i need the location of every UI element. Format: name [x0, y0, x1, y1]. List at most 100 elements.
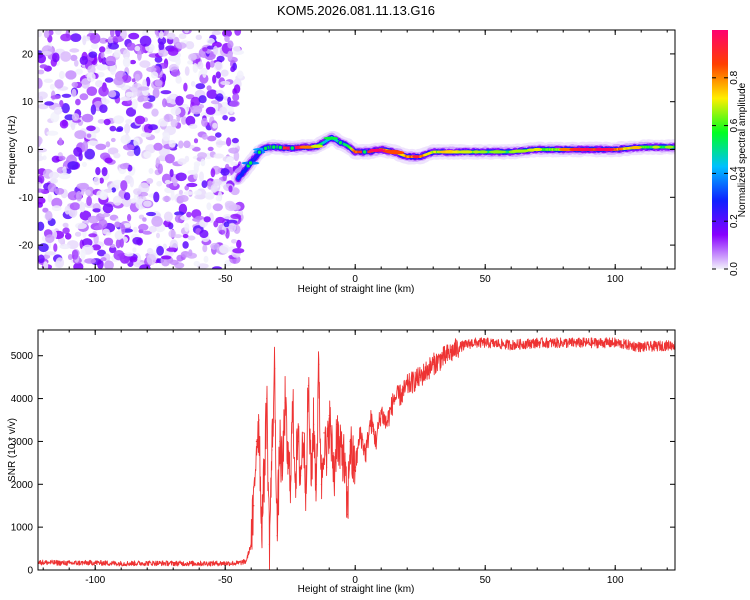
- heatmap-cell: [222, 30, 232, 38]
- heatmap-cell: [62, 227, 70, 234]
- heatmap-cell: [163, 113, 174, 122]
- heatmap-cell: [60, 51, 72, 62]
- heatmap-cell: [42, 207, 49, 213]
- heatmap-cell: [184, 66, 190, 76]
- heatmap-cell: [64, 205, 71, 215]
- snr-point: [341, 445, 343, 447]
- heatmap-cell: [133, 137, 140, 148]
- heatmap-cell: [168, 139, 176, 148]
- snr-point: [328, 415, 330, 417]
- heatmap-cell: [65, 70, 77, 80]
- heatmap-cell: [88, 233, 98, 238]
- heatmap-cell: [194, 190, 202, 196]
- heatmap-cell: [54, 187, 65, 195]
- heatmap-cell: [38, 77, 43, 89]
- heatmap-cell: [129, 59, 136, 65]
- heatmap-cell: [183, 191, 194, 196]
- heatmap-cell: [38, 69, 45, 75]
- heatmap-cell: [204, 192, 215, 199]
- snr-xtick-label: 0: [352, 575, 358, 586]
- snr-point: [510, 344, 512, 346]
- heatmap-cell: [120, 30, 127, 40]
- heatmap-cell: [109, 64, 117, 75]
- snr-ytick-label: 2000: [11, 480, 34, 491]
- heatmap-cell: [38, 254, 45, 264]
- heatmap-cell: [75, 98, 81, 106]
- heatmap-cell: [75, 222, 87, 229]
- snr-point: [266, 398, 268, 400]
- heatmap-cell: [197, 152, 208, 159]
- heatmap-cell: [190, 81, 196, 87]
- heatmap-cell: [137, 49, 142, 61]
- heatmap-cell: [38, 31, 42, 38]
- heatmap-cell: [173, 180, 178, 187]
- snr-xtick-label: 50: [480, 575, 492, 586]
- heatmap-cell: [52, 52, 60, 63]
- heatmap-cell: [185, 41, 195, 50]
- heatmap-cell: [192, 63, 198, 73]
- heatmap-cell: [99, 46, 106, 53]
- snr-ytick-label: 1000: [11, 523, 34, 534]
- heatmap-cell: [123, 192, 131, 201]
- heatmap-cell: [67, 254, 73, 260]
- heatmap-cell: [45, 210, 53, 221]
- snr-point: [146, 562, 148, 564]
- heatmap-cell: [137, 86, 150, 91]
- heatmap-cell: [197, 61, 204, 70]
- snr-point: [276, 535, 278, 537]
- spectrogram-ytick-label: 10: [22, 97, 34, 108]
- heatmap-cell: [229, 100, 240, 107]
- heatmap-cell: [51, 197, 63, 208]
- heatmap-cell: [110, 30, 115, 38]
- heatmap-cell: [175, 172, 187, 182]
- snr-point: [406, 385, 408, 387]
- ridge-ring: [289, 145, 295, 151]
- heatmap-cell: [142, 102, 153, 109]
- heatmap-cell: [79, 201, 86, 213]
- ridge-blob: [412, 155, 420, 159]
- ridge-ring: [247, 160, 254, 166]
- heatmap-cell: [220, 80, 231, 86]
- heatmap-cell: [193, 161, 201, 168]
- heatmap-cell: [207, 146, 214, 152]
- ridge-blob: [559, 147, 570, 152]
- heatmap-cell: [175, 56, 181, 66]
- heatmap-cell: [91, 244, 102, 251]
- ridge-ring: [256, 149, 263, 155]
- ridge-ring: [271, 144, 277, 150]
- heatmap-cell: [215, 216, 225, 224]
- colorbar-label: Normalized spectral amplitude: [737, 82, 748, 217]
- heatmap-cell: [38, 136, 42, 147]
- heatmap-cell: [178, 140, 184, 149]
- heatmap-cell: [138, 223, 149, 231]
- heatmap-cell: [43, 254, 51, 259]
- chart-title: KOM5.2026.081.11.13.G16: [277, 3, 435, 18]
- heatmap-cell: [182, 241, 189, 249]
- snr-point: [562, 342, 564, 344]
- spectrogram-ytick-label: 0: [27, 145, 33, 156]
- heatmap-cell: [210, 183, 218, 193]
- ridge-blob: [369, 148, 385, 152]
- heatmap-cell: [128, 32, 140, 40]
- snr-point: [365, 453, 367, 455]
- snr-point: [640, 346, 642, 348]
- snr-point: [279, 440, 281, 442]
- heatmap-cell: [147, 95, 156, 102]
- heatmap-cell: [101, 97, 107, 103]
- heatmap-cell: [200, 158, 206, 167]
- heatmap-cell: [199, 229, 209, 239]
- snr-point: [331, 449, 333, 451]
- heatmap-cell: [59, 119, 69, 129]
- heatmap-cell: [151, 71, 159, 79]
- snr-point: [352, 462, 354, 464]
- heatmap-cell: [114, 221, 121, 228]
- heatmap-cell: [79, 55, 89, 65]
- heatmap-cell: [169, 259, 179, 266]
- snr-point: [318, 363, 320, 365]
- heatmap-cell: [175, 95, 184, 106]
- heatmap-cell: [232, 88, 237, 95]
- snr-point: [258, 419, 260, 421]
- heatmap-cell: [232, 93, 240, 102]
- heatmap-cell: [71, 113, 80, 121]
- spectrogram-xtick-label: 100: [607, 274, 624, 285]
